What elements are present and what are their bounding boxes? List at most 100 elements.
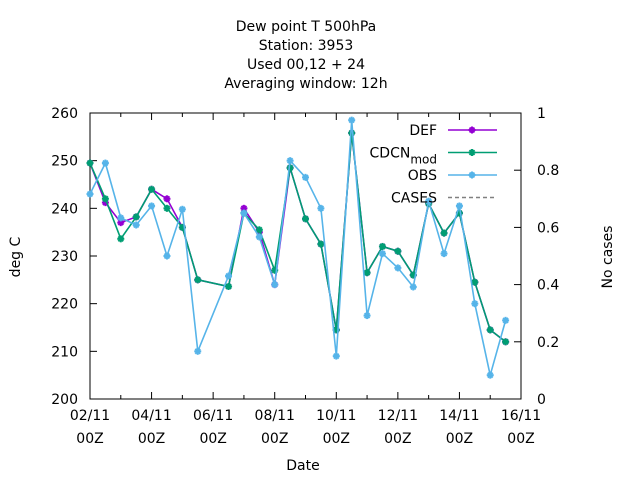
- legend-swatch-marker: [468, 126, 476, 134]
- y-tick-label: 230: [51, 249, 78, 265]
- y-tick-label: 250: [51, 154, 78, 170]
- chart-title-line: Used 00,12 + 24: [247, 57, 365, 73]
- plot-border: [89, 112, 522, 400]
- data-point-obs: [225, 272, 233, 280]
- data-point-obs: [148, 202, 156, 210]
- y2-tick-label: 0: [537, 392, 546, 408]
- data-point-cdcn-mod: [394, 247, 402, 255]
- data-point-cdcn-mod: [302, 215, 309, 223]
- y2-axis-ticks: 0 0.2 0.4 0.6 0.8 1: [514, 106, 559, 408]
- data-point-obs: [286, 157, 294, 165]
- series-line-cdcn-mod: [89, 132, 507, 343]
- legend-label: CASES: [391, 191, 437, 207]
- data-point-obs: [163, 252, 171, 260]
- series-lines: [86, 116, 510, 379]
- data-point-obs: [348, 116, 356, 124]
- y-tick-label: 220: [51, 297, 78, 313]
- series-line-obs: [89, 120, 507, 376]
- y-tick-label: 240: [51, 201, 78, 217]
- x-axis-ticks: 02/11 00Z 04/11 00Z 06/11 00Z 08/11 00Z 10/11 00Z…: [70, 113, 541, 447]
- x-tick-label-date: 08/11: [255, 408, 295, 424]
- data-point-cdcn-mod: [163, 204, 171, 212]
- x-tick-label-date: 04/11: [131, 408, 171, 424]
- data-point-cdcn-mod: [486, 326, 494, 334]
- x-tick-label-date: 06/11: [193, 408, 233, 424]
- x-axis-label: Date: [286, 458, 319, 474]
- data-point-obs: [363, 312, 371, 320]
- data-point-cdcn-mod: [225, 283, 233, 291]
- legend-swatch-marker: [468, 171, 476, 179]
- chart-title: Dew point T 500hPa Station: 3953 Used 00,1…: [224, 19, 387, 92]
- x-tick-label-time: 00Z: [446, 431, 473, 447]
- y2-tick-label: 0.6: [537, 220, 559, 236]
- y-axis-ticks: 200 210 220 230 240 250 260: [51, 106, 97, 408]
- data-point-def: [163, 195, 171, 203]
- x-tick-label-time: 00Z: [76, 431, 103, 447]
- data-point-cdcn-mod: [194, 276, 202, 284]
- data-point-obs: [425, 197, 433, 205]
- data-point-cdcn-mod: [440, 229, 448, 237]
- y-tick-label: 260: [51, 106, 78, 122]
- data-point-obs: [317, 204, 325, 212]
- y-tick-label: 210: [51, 344, 78, 360]
- x-tick-label-time: 00Z: [138, 431, 165, 447]
- data-point-obs: [117, 214, 125, 222]
- x-tick-label-time: 00Z: [323, 431, 350, 447]
- data-point-cdcn-mod: [132, 213, 140, 221]
- data-point-cdcn-mod: [471, 278, 479, 286]
- data-point-obs: [178, 205, 186, 213]
- x-tick-label-time: 00Z: [384, 431, 411, 447]
- y-tick-label: 200: [51, 392, 78, 408]
- legend-label: DEF: [409, 123, 437, 139]
- plot-frame: [89, 112, 522, 400]
- data-point-cdcn-mod: [86, 159, 94, 167]
- data-point-cdcn-mod: [378, 242, 386, 250]
- series-line-def: [89, 132, 507, 343]
- data-point-obs: [394, 264, 402, 272]
- data-point-obs: [378, 250, 386, 258]
- x-tick-label-date: 12/11: [378, 408, 418, 424]
- data-point-obs: [409, 283, 417, 291]
- data-point-obs: [302, 173, 309, 181]
- y-axis-label: deg C: [8, 236, 24, 277]
- x-tick-label-date: 16/11: [501, 408, 541, 424]
- x-tick-label-time: 00Z: [199, 431, 226, 447]
- data-point-obs: [486, 371, 494, 379]
- y2-tick-label: 0.4: [537, 278, 559, 294]
- data-point-obs: [240, 209, 248, 217]
- data-point-obs: [255, 233, 263, 241]
- data-point-cdcn-mod: [101, 195, 109, 203]
- data-point-obs: [440, 250, 448, 258]
- data-point-cdcn-mod: [255, 226, 263, 234]
- data-point-cdcn-mod: [148, 185, 156, 193]
- data-point-obs: [332, 352, 340, 360]
- x-tick-label-time: 00Z: [261, 431, 288, 447]
- data-point-obs: [271, 281, 279, 289]
- y2-tick-label: 0.2: [537, 335, 559, 351]
- data-point-cdcn-mod: [117, 235, 125, 243]
- data-point-cdcn-mod: [363, 269, 371, 277]
- x-tick-label-date: 02/11: [70, 408, 110, 424]
- y2-axis-label: No cases: [600, 226, 616, 289]
- chart-title-line: Dew point T 500hPa: [236, 19, 376, 35]
- legend-label: OBS: [408, 168, 437, 184]
- data-point-obs: [471, 300, 479, 308]
- data-point-obs: [502, 316, 510, 324]
- legend-label: CDCNmod: [370, 146, 437, 167]
- data-point-cdcn-mod: [317, 240, 325, 248]
- data-point-cdcn-mod: [502, 338, 510, 346]
- x-tick-label-date: 10/11: [316, 408, 356, 424]
- data-point-obs: [132, 221, 140, 229]
- chart-title-line: Station: 3953: [259, 38, 354, 54]
- x-tick-label-date: 14/11: [439, 408, 479, 424]
- data-point-obs: [194, 347, 202, 355]
- x-tick-label-time: 00Z: [507, 431, 534, 447]
- data-point-obs: [455, 202, 463, 210]
- data-point-obs: [101, 159, 109, 167]
- data-point-obs: [86, 190, 94, 198]
- y2-tick-label: 0.8: [537, 163, 559, 179]
- y2-tick-label: 1: [537, 106, 546, 122]
- chart-title-line: Averaging window: 12h: [224, 76, 387, 92]
